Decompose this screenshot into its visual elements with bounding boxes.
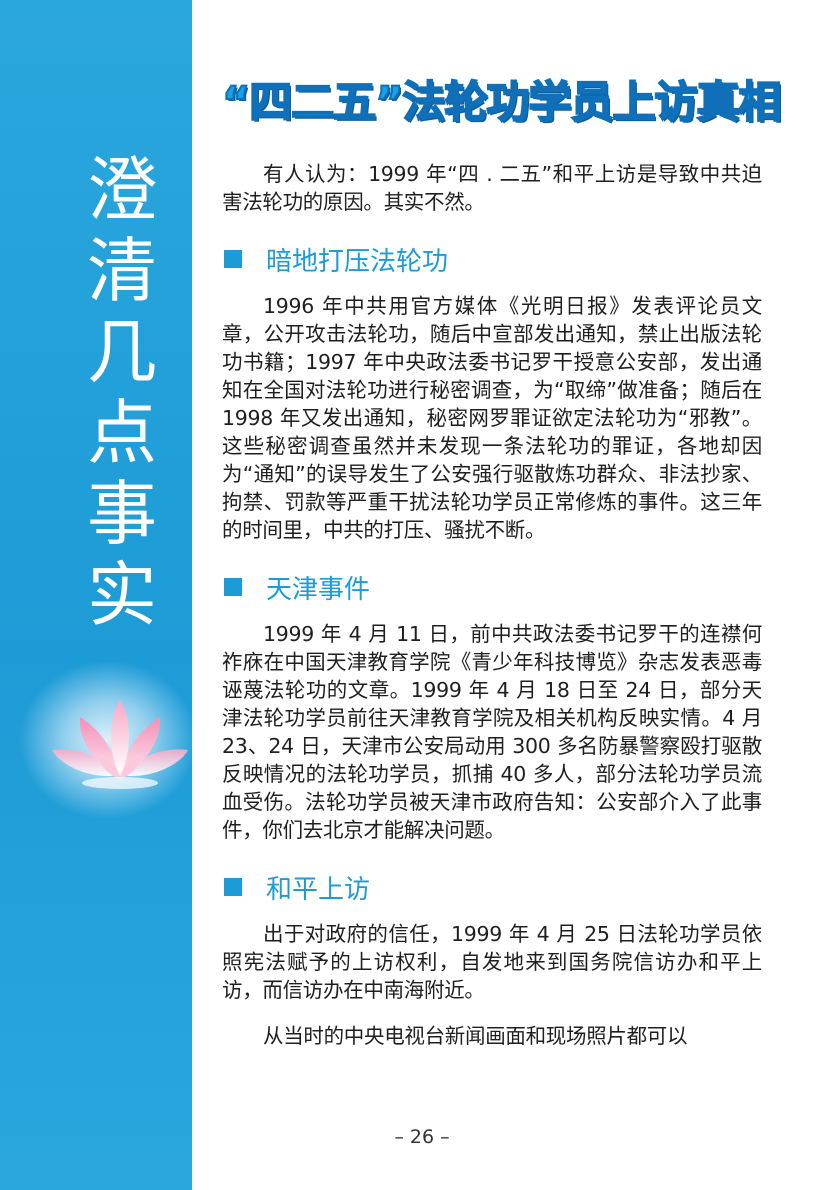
section-title: 暗地打压法轮功 (266, 246, 449, 277)
section-paragraph: 出于对政府的信任，1999 年 4 月 25 日法轮功学员依照宪法赋予的上访权利… (222, 922, 762, 1002)
section-paragraph: 从当时的中央电视台新闻画面和现场照片都可以 (263, 1024, 688, 1048)
section-paragraph: 1999 年 4 月 11 日，前中共政法委书记罗干的连襟何祚庥在中国天津教育学… (222, 622, 762, 842)
paragraph-gap (222, 1004, 762, 1022)
section-title: 天津事件 (266, 574, 371, 605)
square-bullet-icon (224, 250, 242, 268)
section-heading: 和平上访 (222, 862, 762, 912)
sidebar-title-char: 点 (87, 392, 157, 474)
square-bullet-icon (224, 878, 242, 896)
section-title: 和平上访 (266, 874, 371, 905)
section-heading: 暗地打压法轮功 (222, 234, 762, 284)
section-heading: 天津事件 (222, 562, 762, 612)
intro-paragraph: 有人认为：1999 年“四 . 二五”和平上访是导致中共迫害法轮功的原因。其实不… (222, 162, 762, 214)
sidebar: 澄 清 几 点 事 实 (0, 0, 198, 1190)
article-body: 有人认为：1999 年“四 . 二五”和平上访是导致中共迫害法轮功的原因。其实不… (222, 160, 762, 1050)
lotus-flower-icon (52, 700, 188, 789)
square-bullet-icon (224, 578, 242, 596)
sidebar-vertical-title: 澄 清 几 点 事 实 (72, 150, 172, 636)
section-paragraph: 1996 年中共用官方媒体《光明日报》发表评论员文章，公开攻击法轮功，随后中宣部… (222, 294, 762, 542)
sidebar-title-char: 几 (87, 311, 157, 393)
page-number: – 26 – (394, 1126, 450, 1148)
sidebar-title-char: 清 (87, 230, 157, 312)
sidebar-title-char: 实 (87, 554, 157, 636)
page-title: “四二五”法轮功学员上访真相 (221, 77, 783, 129)
lotus-glow (18, 660, 198, 820)
sidebar-title-char: 事 (87, 473, 157, 555)
sidebar-title-char: 澄 (87, 149, 157, 231)
